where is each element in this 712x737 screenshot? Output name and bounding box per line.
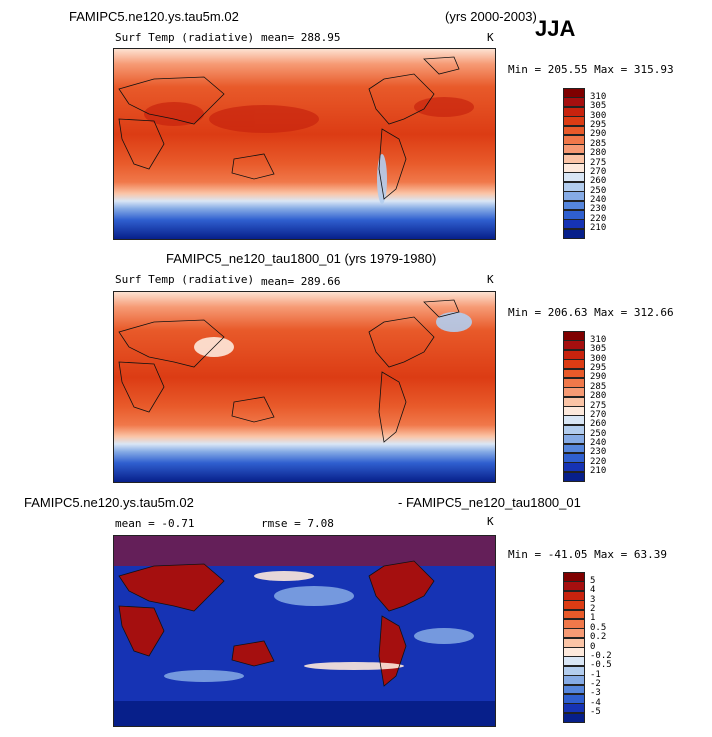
colorbar-label: -0.2 — [590, 650, 612, 661]
colorbar-label: 250 — [590, 428, 607, 439]
colorbar-label: 300 — [590, 110, 607, 121]
panel-2-variable: Surf Temp (radiative) — [115, 273, 255, 286]
panel-2-units: K — [487, 273, 494, 286]
colorbar-label: 305 — [590, 101, 607, 112]
colorbar-label: 305 — [590, 344, 607, 355]
panel-1-units: K — [487, 31, 494, 44]
colorbar-swatch — [563, 712, 585, 723]
panel-2-mean: mean= 289.66 — [261, 275, 341, 288]
colorbar-label: 300 — [590, 353, 607, 364]
colorbar-label: 275 — [590, 400, 607, 411]
colorbar-label: -3 — [590, 688, 601, 699]
panel-3-map — [113, 535, 496, 727]
colorbar-label: 220 — [590, 213, 607, 224]
colorbar-label: 295 — [590, 363, 607, 373]
years-label: (yrs 2000-2003) — [445, 9, 537, 24]
panel-1-mean: mean= 288.95 — [261, 31, 341, 44]
colorbar-label: 0.5 — [590, 622, 607, 633]
colorbar-label: 290 — [590, 129, 607, 140]
colorbar-label: 275 — [590, 157, 607, 168]
colorbar-label: 4 — [590, 585, 596, 596]
panel-3-title-right: - FAMIPC5_ne120_tau1800_01 — [398, 495, 581, 510]
colorbar-label: 285 — [590, 381, 607, 392]
colorbar-label: 250 — [590, 185, 607, 196]
colorbar-label: 280 — [590, 391, 607, 402]
panel-2-title: FAMIPC5_ne120_tau1800_01 (yrs 1979-1980) — [166, 251, 437, 266]
colorbar-label: 5 — [590, 575, 596, 586]
colorbar-label: 230 — [590, 447, 607, 458]
case-title: FAMIPC5.ne120.ys.tau5m.02 — [69, 9, 239, 24]
colorbar-label: 210 — [590, 223, 607, 234]
panel-3-colorbar: 5 4 3 2 1 0.5 0.2 0 -0.2 -0.5 -1 -2 -3 -4 -5 — [563, 572, 623, 723]
colorbar-label: 230 — [590, 204, 607, 215]
panel-3-units: K — [487, 515, 494, 528]
panel-2-map — [113, 291, 496, 483]
colorbar-label: 270 — [590, 166, 607, 177]
panel-1-minmax: Min = 205.55 Max = 315.93 — [508, 63, 674, 76]
colorbar-label: 310 — [590, 91, 607, 102]
colorbar-label: -0.5 — [590, 660, 612, 671]
panel-1-variable: Surf Temp (radiative) — [115, 31, 255, 44]
panel-2-colorbar: 310 305 300 295 290 285 280 275 270 260 250 240 230 2… — [563, 331, 623, 482]
colorbar-label: 240 — [590, 195, 607, 205]
colorbar-swatch — [563, 471, 585, 482]
panel-1-colorbar: 310 305 300 295 290 285 280 275 270 260 250 240 230 2… — [563, 88, 623, 239]
colorbar-label: 0 — [590, 641, 596, 652]
colorbar-label: -1 — [590, 669, 601, 680]
colorbar-label: 210 — [590, 466, 607, 477]
colorbar-label: -2 — [590, 679, 601, 689]
panel-2-minmax: Min = 206.63 Max = 312.66 — [508, 306, 674, 319]
season-label: JJA — [535, 16, 576, 41]
colorbar-label: 290 — [590, 372, 607, 383]
colorbar-label: 270 — [590, 409, 607, 420]
panel-3-title-left: FAMIPC5.ne120.ys.tau5m.02 — [24, 495, 194, 510]
colorbar-label: 2 — [590, 604, 596, 614]
colorbar-label: 1 — [590, 613, 596, 624]
colorbar-label: -5 — [590, 707, 601, 718]
colorbar-label: 0.2 — [590, 632, 607, 643]
panel-3-mean: mean = -0.71 — [115, 517, 195, 530]
colorbar-swatch — [563, 228, 585, 239]
colorbar-label: 260 — [590, 176, 607, 187]
colorbar-label: -4 — [590, 697, 601, 708]
colorbar-label: 260 — [590, 419, 607, 430]
colorbar-label: 295 — [590, 120, 607, 130]
colorbar-label: 285 — [590, 138, 607, 149]
panel-3-rmse: rmse = 7.08 — [261, 517, 334, 530]
panel-3-minmax: Min = -41.05 Max = 63.39 — [508, 548, 667, 561]
colorbar-label: 220 — [590, 456, 607, 467]
colorbar-label: 3 — [590, 594, 596, 605]
colorbar-label: 310 — [590, 334, 607, 345]
colorbar-label: 280 — [590, 148, 607, 159]
panel-1-map — [113, 48, 496, 240]
colorbar-label: 240 — [590, 438, 607, 448]
